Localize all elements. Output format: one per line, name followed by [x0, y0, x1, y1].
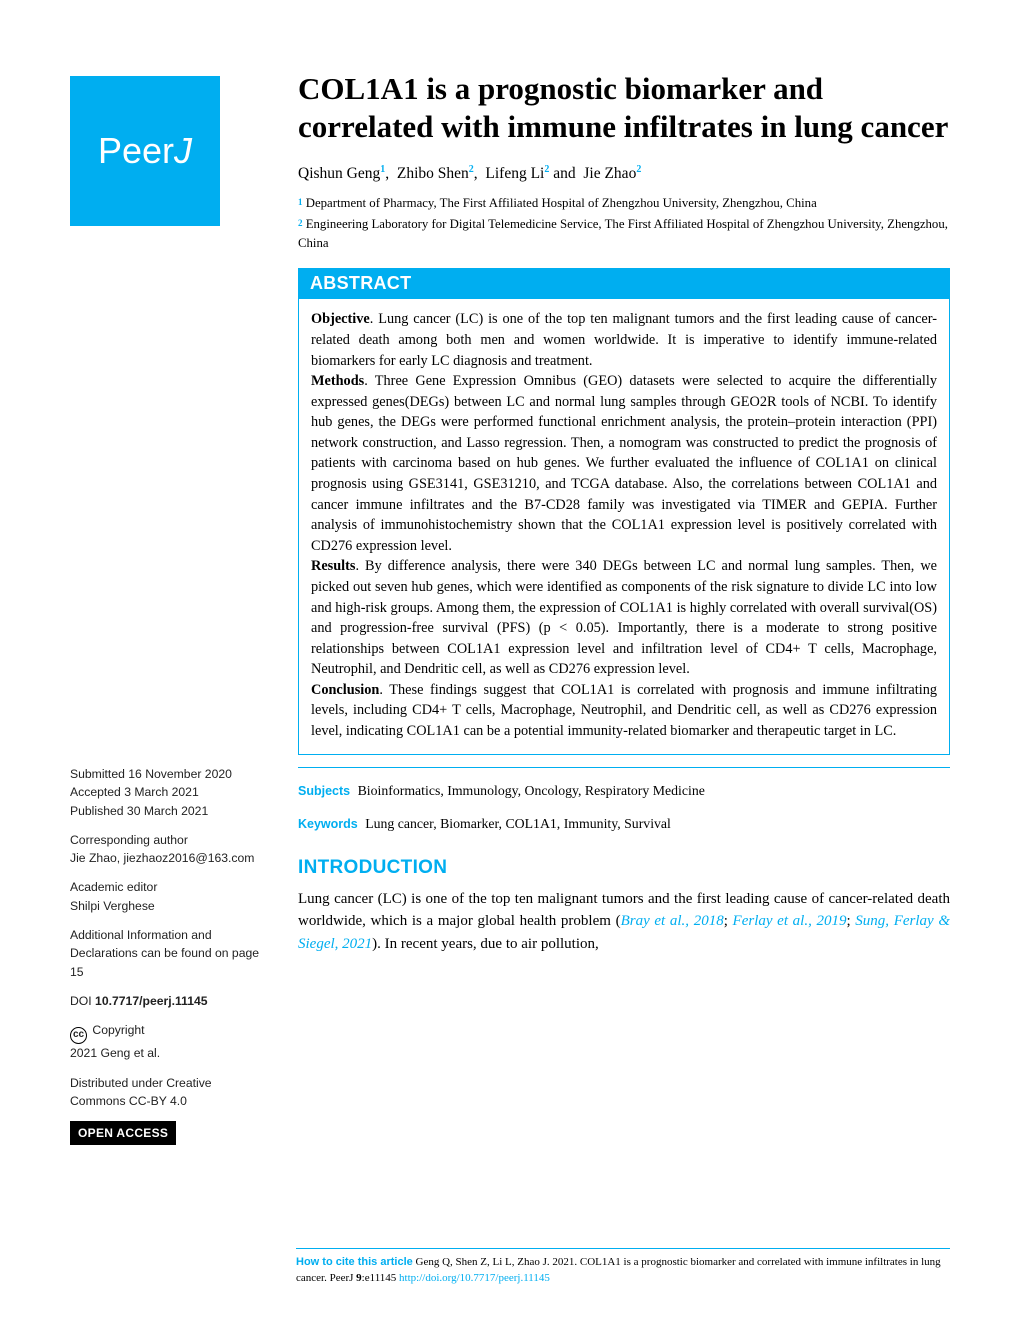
methods-label: Methods — [311, 373, 364, 389]
objective-text: Lung cancer (LC) is one of the top ten m… — [311, 311, 937, 368]
accepted-label: Accepted — [70, 785, 121, 799]
copyright-holder: 2021 Geng et al. — [70, 1046, 160, 1060]
submitted-date: 16 November 2020 — [125, 767, 232, 781]
conclusion-label: Conclusion — [311, 682, 379, 698]
citation-link[interactable]: Bray et al., 2018 — [621, 913, 724, 929]
article-title: COL1A1 is a prognostic biomarker and cor… — [298, 70, 950, 146]
objective-label: Objective — [311, 311, 370, 327]
corresponding-label: Corresponding author — [70, 833, 188, 847]
keywords-text: Lung cancer, Biomarker, COL1A1, Immunity… — [365, 816, 671, 831]
article-meta: Submitted 16 November 2020 Accepted 3 Ma… — [70, 765, 270, 1145]
submitted-label: Submitted — [70, 767, 125, 781]
results-label: Results — [311, 558, 355, 574]
methods-text: Three Gene Expression Omnibus (GEO) data… — [311, 373, 937, 554]
main-content: COL1A1 is a prognostic biomarker and cor… — [298, 70, 950, 1156]
journal-logo: PeerJ — [70, 76, 220, 226]
published-date: 30 March 2021 — [124, 804, 209, 818]
affiliations: 1 Department of Pharmacy, The First Affi… — [298, 194, 950, 253]
editor-label: Academic editor — [70, 880, 157, 894]
copyright-label: Copyright — [89, 1023, 145, 1037]
abstract-heading: ABSTRACT — [298, 268, 950, 299]
academic-editor: Shilpi Verghese — [70, 899, 155, 913]
authors-line: Qishun Geng1, Zhibo Shen2, Lifeng Li2 an… — [298, 164, 950, 183]
corresponding-author: Jie Zhao, jiezhaoz2016@163.com — [70, 851, 254, 865]
doi-value[interactable]: 10.7717/peerj.11145 — [92, 994, 208, 1008]
introduction-body: Lung cancer (LC) is one of the top ten m… — [298, 888, 950, 955]
keywords-row: Keywords Lung cancer, Biomarker, COL1A1,… — [298, 814, 950, 835]
cite-label: How to cite this article — [296, 1256, 413, 1268]
affiliation-2: 2 Engineering Laboratory for Digital Tel… — [298, 215, 950, 252]
doi-label: DOI — [70, 994, 92, 1008]
open-access-badge: OPEN ACCESS — [70, 1121, 176, 1145]
affiliation-1: 1 Department of Pharmacy, The First Affi… — [298, 194, 950, 213]
abstract-body: Objective. Lung cancer (LC) is one of th… — [298, 299, 950, 754]
accepted-date: 3 March 2021 — [121, 785, 199, 799]
additional-info: Additional Information and Declarations … — [70, 928, 259, 979]
subjects-label: Subjects — [298, 784, 350, 798]
citation-link[interactable]: Ferlay et al., 2019 — [733, 913, 847, 929]
citation-footer: How to cite this article Geng Q, Shen Z,… — [296, 1248, 950, 1286]
results-text: By difference analysis, there were 340 D… — [311, 558, 937, 677]
cc-icon: cc — [70, 1027, 87, 1044]
subjects-row: Subjects Bioinformatics, Immunology, Onc… — [298, 781, 950, 802]
keywords-label: Keywords — [298, 817, 358, 831]
conclusion-text: These findings suggest that COL1A1 is co… — [311, 682, 937, 739]
published-label: Published — [70, 804, 124, 818]
distribution: Distributed under Creative Commons CC-BY… — [70, 1076, 212, 1108]
separator — [298, 767, 950, 768]
sidebar: PeerJ Submitted 16 November 2020 Accepte… — [70, 70, 270, 1156]
subjects-text: Bioinformatics, Immunology, Oncology, Re… — [358, 783, 705, 798]
doi-link[interactable]: http://doi.org/10.7717/peerj.11145 — [399, 1272, 550, 1284]
introduction-heading: INTRODUCTION — [298, 857, 950, 879]
